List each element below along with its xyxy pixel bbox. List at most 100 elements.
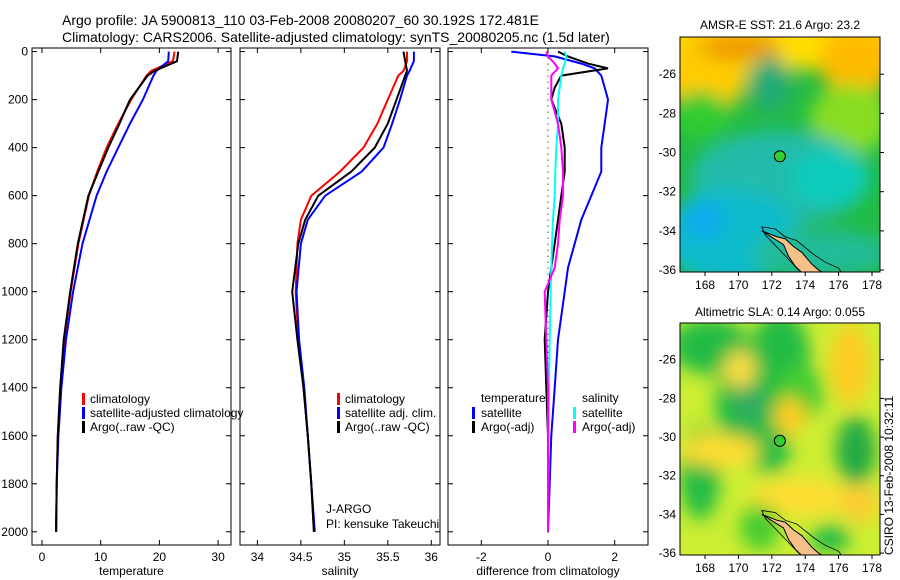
x-axis-label: salinity [322,564,359,578]
shelf-contour [761,226,842,272]
zero-reference-dot [547,225,549,227]
zero-reference-dot [547,207,549,209]
legend-swatch [573,407,576,419]
legend-swatch [472,407,475,419]
legend-label: satellite-adjusted climatology [90,406,243,420]
legend-label: satellite [582,406,623,420]
field-blob [750,55,790,113]
sla-map-title: Altimetric SLA: 0.14 Argo: 0.055 [694,305,866,319]
legend-swatch [573,421,576,433]
zero-reference-dot [547,69,549,71]
x-tick-label: 35 [338,550,352,564]
field-blob [680,434,760,467]
map-field [680,37,880,272]
lat-tick-label: -26 [659,67,677,81]
x-axis-label: temperature [99,564,164,578]
lat-tick-label: -34 [659,507,677,521]
x-tick-label: 20 [153,550,167,564]
new-zealand-land [761,513,823,555]
y-tick-label: 400 [8,141,28,155]
zero-reference-dot [547,51,549,53]
lon-tick-label: 172 [762,278,782,292]
float-location-marker [773,150,786,163]
zero-reference-dot [547,237,549,239]
field-blob [790,149,870,207]
x-tick-label: 0 [545,550,552,564]
zero-reference-dot [547,75,549,77]
legend-label: climatology [90,392,150,406]
x-tick-label: 34.5 [289,550,313,564]
zero-reference-dot [547,177,549,179]
x-tick-label: 35.5 [376,550,400,564]
x-axis-label: difference from climatology [476,564,619,578]
plot-frame [239,47,441,546]
zero-reference-dot [547,63,549,65]
field-blob [820,37,880,99]
field-blob [736,385,764,423]
x-tick-label: 2 [611,550,618,564]
zero-reference-dot [547,339,549,341]
field-blob [810,524,850,553]
map-field-blobs [680,37,880,272]
series-line-salinity-argo-adj- [543,51,564,532]
field-blob [810,84,880,155]
zero-reference-dot [547,261,549,263]
zero-reference-dot [547,213,549,215]
lon-tick-label: 168 [695,561,715,575]
zero-reference-dot [547,321,549,323]
field-blob [774,397,806,435]
zero-reference-dot [547,195,549,197]
zero-reference-dot [547,165,549,167]
x-tick-label: 34 [251,550,265,564]
profile-panel-2: 34 34.5 35 35.5 36 salinity climatologysatelli… [239,47,441,578]
new-zealand-land [761,230,823,272]
pi-annotation: J-ARGO [326,502,371,516]
zero-reference-dot [547,117,549,119]
map-field-blobs [680,323,880,553]
zero-reference-dot [547,249,549,251]
lat-tick-label: -28 [659,106,677,120]
zero-reference-dot [547,189,549,191]
zero-reference-dot [547,87,549,89]
zero-reference-dot [547,111,549,113]
zero-reference-dot [547,81,549,83]
lat-tick-label: -34 [659,224,677,238]
y-tick-label: 1800 [1,477,28,491]
zero-reference-dot [547,309,549,311]
lon-tick-label: 170 [728,561,748,575]
legend-header-salinity: salinity [582,391,619,405]
series-line-argo-raw-qc- [291,51,409,532]
y-tick-label: 200 [8,93,28,107]
zero-reference-dot [547,99,549,101]
pi-annotation: PI: kensuke Takeuchi [326,517,439,531]
zero-reference-dot [547,147,549,149]
field-blob [684,201,724,240]
field-blob [836,415,876,486]
zero-reference-dot [547,123,549,125]
lat-tick-label: -32 [659,469,677,483]
zero-reference-dot [547,267,549,269]
legend-label: Argo(-adj) [481,420,534,434]
zero-reference-dot [547,357,549,359]
lon-tick-label: 170 [728,278,748,292]
legend-header-temperature: temperature [481,391,546,405]
lat-tick-label: -32 [659,185,677,199]
legend-label: Argo(..raw -QC) [90,420,175,434]
series-line-satellite-adjusted-climatology [55,51,170,532]
legend-swatch [472,421,475,433]
zero-reference-dot [547,183,549,185]
lon-tick-label: 178 [862,561,882,575]
field-blob [700,37,780,61]
float-location-marker [773,434,786,447]
shelf-contour [761,510,842,555]
legend-swatch [82,393,85,405]
zero-reference-dot [547,135,549,137]
series-line-temperature-argo-adj- [543,50,609,532]
x-tick-label: 30 [211,550,225,564]
profile-panel-1: 0 200 400 600 800 1000 1200 1400 1600 1800 2000 0 10… [1,45,243,578]
legend-label: Argo(..raw -QC) [345,420,430,434]
zero-reference-dot [547,315,549,317]
plot-frame [31,47,232,546]
zero-reference-dot [547,231,549,233]
